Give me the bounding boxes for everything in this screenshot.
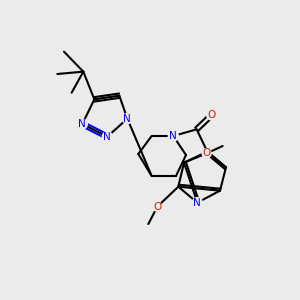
Text: N: N xyxy=(79,119,86,129)
Text: N: N xyxy=(169,131,177,141)
Text: O: O xyxy=(208,110,216,120)
Circle shape xyxy=(102,132,112,142)
Text: O: O xyxy=(202,148,211,158)
Circle shape xyxy=(202,149,211,158)
Circle shape xyxy=(153,202,162,211)
Circle shape xyxy=(77,119,87,129)
Text: N: N xyxy=(194,198,201,208)
Circle shape xyxy=(192,198,202,208)
Text: N: N xyxy=(124,114,131,124)
Text: O: O xyxy=(153,202,161,212)
Circle shape xyxy=(168,131,178,141)
Circle shape xyxy=(122,114,132,124)
Text: N: N xyxy=(103,132,111,142)
Circle shape xyxy=(207,110,217,120)
